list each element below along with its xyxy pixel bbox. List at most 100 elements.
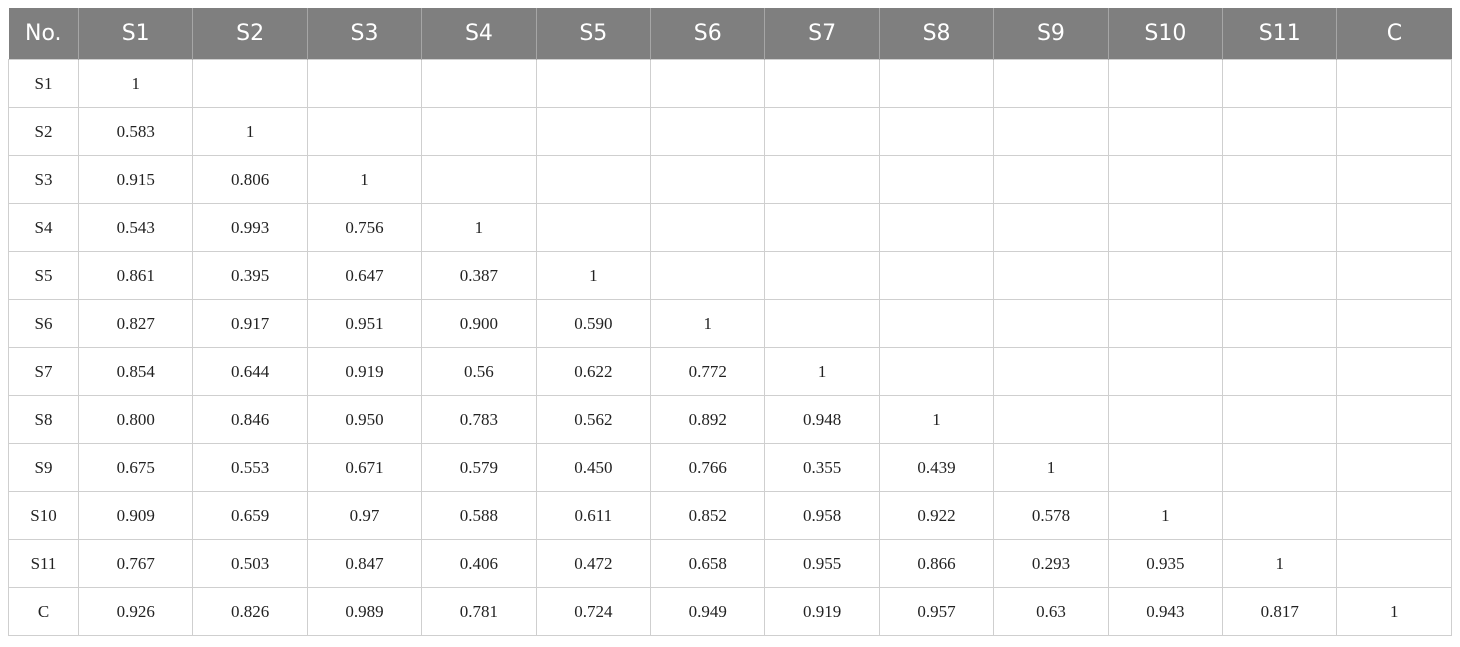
cell: 0.935 — [1107, 539, 1224, 588]
empty-cell — [421, 107, 537, 156]
header-row: No. S1 S2 S3 S4 S5 S6 S7 S8 S9 S10 S11 C — [8, 8, 1452, 60]
row-label: S4 — [8, 203, 79, 252]
cell: 0.919 — [764, 587, 880, 636]
header-cell: C — [1336, 8, 1452, 60]
row-label: S7 — [8, 347, 79, 396]
cell: 1 — [421, 203, 537, 252]
empty-cell — [1222, 347, 1338, 396]
empty-cell — [764, 59, 880, 108]
empty-cell — [1107, 155, 1224, 204]
empty-cell — [764, 251, 880, 300]
cell: 0.827 — [77, 299, 194, 348]
empty-cell — [993, 299, 1109, 348]
cell: 0.957 — [878, 587, 995, 636]
header-cell: S9 — [993, 8, 1109, 60]
cell: 0.578 — [993, 491, 1109, 540]
cell: 1 — [1107, 491, 1224, 540]
cell: 0.644 — [192, 347, 308, 396]
cell: 0.579 — [421, 443, 537, 492]
empty-cell — [421, 155, 537, 204]
empty-cell — [1336, 59, 1452, 108]
correlation-table: No. S1 S2 S3 S4 S5 S6 S7 S8 S9 S10 S11 C S1 1 S2 0.583 1… — [8, 8, 1452, 636]
empty-cell — [1222, 155, 1338, 204]
empty-cell — [1222, 203, 1338, 252]
cell: 0.503 — [192, 539, 308, 588]
empty-cell — [764, 107, 880, 156]
empty-cell — [993, 107, 1109, 156]
cell: 0.949 — [650, 587, 766, 636]
table-row: S1 1 — [8, 59, 1452, 108]
cell: 0.395 — [192, 251, 308, 300]
cell: 0.919 — [306, 347, 423, 396]
cell: 0.675 — [77, 443, 194, 492]
row-label: S6 — [8, 299, 79, 348]
cell: 0.926 — [77, 587, 194, 636]
cell: 0.622 — [535, 347, 652, 396]
empty-cell — [1336, 395, 1452, 444]
cell: 0.611 — [535, 491, 652, 540]
row-label: S3 — [8, 155, 79, 204]
cell: 0.293 — [993, 539, 1109, 588]
cell: 0.590 — [535, 299, 652, 348]
cell: 1 — [192, 107, 308, 156]
cell: 0.915 — [77, 155, 194, 204]
empty-cell — [1336, 155, 1452, 204]
cell: 1 — [993, 443, 1109, 492]
empty-cell — [1107, 395, 1224, 444]
cell: 0.861 — [77, 251, 194, 300]
cell: 0.543 — [77, 203, 194, 252]
cell: 0.951 — [306, 299, 423, 348]
table-row: S6 0.827 0.917 0.951 0.900 0.590 1 — [8, 299, 1452, 348]
empty-cell — [650, 107, 766, 156]
empty-cell — [1336, 251, 1452, 300]
empty-cell — [1107, 251, 1224, 300]
cell: 0.724 — [535, 587, 652, 636]
table-row: S4 0.543 0.993 0.756 1 — [8, 203, 1452, 252]
row-label: S9 — [8, 443, 79, 492]
cell: 0.472 — [535, 539, 652, 588]
empty-cell — [993, 395, 1109, 444]
empty-cell — [421, 59, 537, 108]
empty-cell — [1222, 59, 1338, 108]
header-cell: S11 — [1222, 8, 1338, 60]
empty-cell — [650, 203, 766, 252]
cell: 0.659 — [192, 491, 308, 540]
empty-cell — [993, 251, 1109, 300]
empty-cell — [650, 251, 766, 300]
cell: 0.767 — [77, 539, 194, 588]
cell: 1 — [306, 155, 423, 204]
empty-cell — [192, 59, 308, 108]
empty-cell — [1336, 443, 1452, 492]
cell: 0.958 — [764, 491, 880, 540]
empty-cell — [993, 347, 1109, 396]
cell: 0.948 — [764, 395, 880, 444]
cell: 0.588 — [421, 491, 537, 540]
empty-cell — [1107, 299, 1224, 348]
cell: 0.439 — [878, 443, 995, 492]
cell: 0.847 — [306, 539, 423, 588]
cell: 0.854 — [77, 347, 194, 396]
empty-cell — [535, 59, 652, 108]
cell: 0.846 — [192, 395, 308, 444]
empty-cell — [1222, 395, 1338, 444]
empty-cell — [1336, 107, 1452, 156]
empty-cell — [1336, 347, 1452, 396]
cell: 0.826 — [192, 587, 308, 636]
header-cell: S7 — [764, 8, 880, 60]
cell: 0.56 — [421, 347, 537, 396]
cell: 1 — [650, 299, 766, 348]
cell: 1 — [1336, 587, 1452, 636]
empty-cell — [650, 155, 766, 204]
cell: 1 — [1222, 539, 1338, 588]
cell: 0.658 — [650, 539, 766, 588]
cell: 0.387 — [421, 251, 537, 300]
cell: 0.917 — [192, 299, 308, 348]
empty-cell — [764, 299, 880, 348]
empty-cell — [878, 155, 995, 204]
empty-cell — [993, 155, 1109, 204]
cell: 1 — [77, 59, 194, 108]
cell: 1 — [878, 395, 995, 444]
empty-cell — [1336, 203, 1452, 252]
row-label: S5 — [8, 251, 79, 300]
